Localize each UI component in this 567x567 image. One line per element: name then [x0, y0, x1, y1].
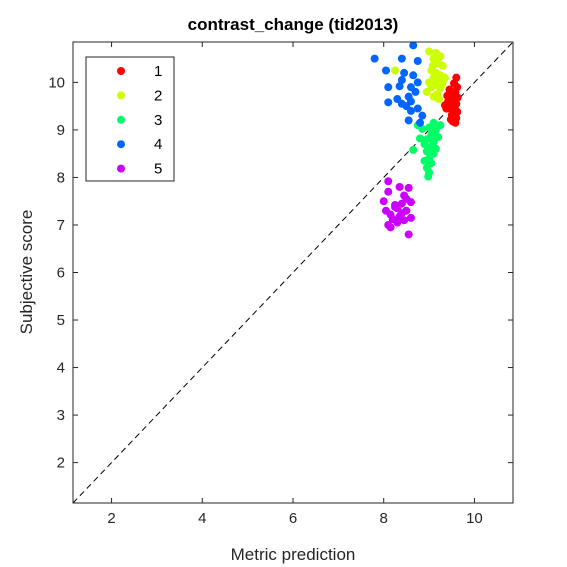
data-point [397, 76, 406, 85]
data-point [379, 197, 388, 206]
legend-label: 3 [154, 112, 162, 129]
data-point [404, 116, 413, 125]
data-point [404, 230, 413, 239]
data-point [424, 172, 433, 181]
data-point [406, 198, 415, 207]
data-point [384, 187, 393, 196]
y-tick-label: 8 [57, 169, 65, 186]
data-point [406, 213, 415, 222]
data-point [428, 61, 437, 70]
y-tick-label: 10 [48, 74, 65, 91]
x-axis: 2 4 6 8 10 [107, 42, 483, 527]
data-point [411, 87, 420, 96]
data-point [409, 71, 418, 80]
data-point [435, 95, 444, 104]
legend-label: 2 [154, 87, 162, 104]
data-point [393, 218, 402, 227]
x-axis-label: Metric prediction [231, 545, 356, 564]
y-axis: 2 3 4 5 6 7 8 9 10 [48, 74, 513, 472]
data-point [406, 106, 415, 115]
data-point [370, 54, 379, 63]
legend-label: 4 [154, 136, 162, 153]
series-1 [440, 73, 462, 127]
data-point [391, 66, 400, 75]
y-tick-label: 2 [57, 455, 65, 472]
series-2 [391, 47, 449, 104]
series-5 [379, 177, 415, 239]
data-point [420, 140, 429, 149]
data-point [384, 98, 393, 107]
data-point [395, 182, 404, 191]
data-point [413, 104, 422, 113]
data-point [386, 223, 395, 232]
data-point [413, 57, 422, 66]
y-axis-label: Subjective score [17, 210, 36, 335]
data-point [404, 183, 413, 192]
data-point [425, 47, 434, 56]
series-4 [370, 41, 427, 127]
data-point [416, 118, 425, 127]
data-point [422, 147, 431, 156]
data-point [451, 118, 460, 127]
data-point [438, 61, 447, 70]
data-point [397, 54, 406, 63]
legend-marker [117, 115, 125, 124]
y-tick-label: 4 [57, 360, 65, 377]
legend-marker [117, 67, 125, 75]
legend-marker [117, 164, 125, 173]
legend-label: 1 [154, 63, 162, 80]
data-point [418, 111, 427, 120]
data-point [409, 145, 418, 154]
series-3 [409, 118, 445, 181]
x-tick-label: 4 [198, 510, 206, 527]
data-point [422, 87, 431, 96]
legend: 1 2 3 4 5 [85, 56, 175, 182]
data-point [381, 66, 390, 75]
legend-label: 5 [154, 161, 162, 178]
legend-box [85, 56, 175, 182]
data-point [437, 80, 446, 89]
x-tick-label: 8 [380, 510, 388, 527]
data-point [395, 82, 404, 91]
data-point [416, 134, 425, 143]
data-point [436, 52, 445, 61]
data-points [370, 41, 462, 239]
data-point [430, 129, 439, 138]
legend-marker [117, 91, 125, 100]
y-tick-label: 7 [57, 217, 65, 234]
data-point [400, 216, 409, 225]
data-point [409, 41, 418, 50]
x-tick-label: 6 [289, 510, 297, 527]
y-tick-label: 9 [57, 122, 65, 139]
data-point [391, 202, 400, 211]
data-point [440, 101, 449, 110]
data-point [440, 73, 449, 82]
legend-marker [117, 140, 125, 149]
y-tick-label: 3 [57, 407, 65, 424]
data-point [384, 83, 393, 92]
data-point [425, 123, 434, 132]
x-tick-label: 2 [107, 510, 115, 527]
data-point [420, 156, 429, 165]
y-tick-label: 6 [57, 265, 65, 282]
data-point [400, 68, 409, 77]
chart-title: contrast_change (tid2013) [188, 15, 399, 34]
reference-diagonal-line [72, 41, 514, 504]
y-tick-label: 5 [57, 312, 65, 329]
data-point [413, 78, 422, 87]
data-point [384, 177, 393, 186]
x-tick-label: 10 [466, 510, 483, 527]
data-point [400, 191, 409, 200]
